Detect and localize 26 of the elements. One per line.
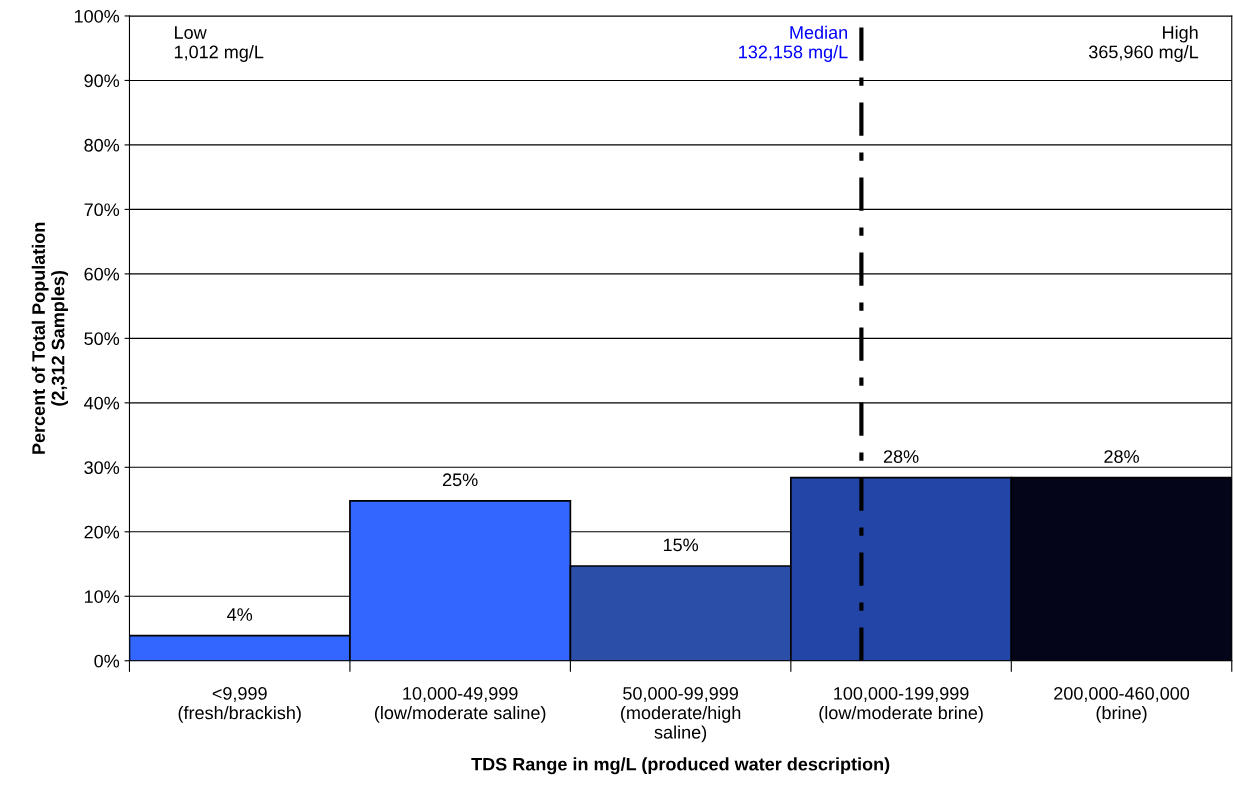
data-label: 25%: [443, 473, 478, 487]
y-tick-label: 80%: [84, 138, 120, 152]
ref-line-label: Median 132,158 mg/L: [739, 25, 848, 62]
y-tick-label: 0%: [94, 654, 120, 668]
data-label: 4%: [227, 608, 253, 621]
y-tick-label: 60%: [84, 267, 120, 281]
x-tick-label: 200,000-460,000 (brine): [1054, 687, 1190, 723]
annotation: Low 1,012 mg/L: [174, 26, 264, 62]
x-axis-title: TDS Range in mg/L (produced water description): [471, 757, 890, 775]
y-tick-label: 70%: [84, 203, 120, 217]
y-tick-label: 50%: [84, 332, 120, 346]
x-tick-label: 100,000-199,999 (low/moderate brine): [819, 687, 983, 723]
data-label: 15%: [663, 538, 699, 552]
y-tick-label: 90%: [84, 74, 120, 88]
data-label: 28%: [883, 450, 919, 463]
y-tick-label: 20%: [84, 525, 120, 539]
x-tick-label: <9,999 (fresh/brackish): [178, 687, 301, 723]
annotation: High 365,960 mg/L: [1088, 25, 1199, 62]
y-axis-title: Percent of Total Population (2,312 Samples): [31, 222, 69, 454]
y-tick-label: 100%: [74, 9, 120, 23]
y-tick-label: 10%: [84, 590, 120, 603]
data-label: 28%: [1104, 450, 1139, 463]
x-tick-label: 10,000-49,999 (low/moderate saline): [374, 687, 546, 723]
x-tick-label: 50,000-99,999 (moderate/high saline): [621, 687, 741, 743]
y-tick-label: 30%: [84, 461, 120, 475]
y-tick-label: 40%: [84, 396, 120, 410]
